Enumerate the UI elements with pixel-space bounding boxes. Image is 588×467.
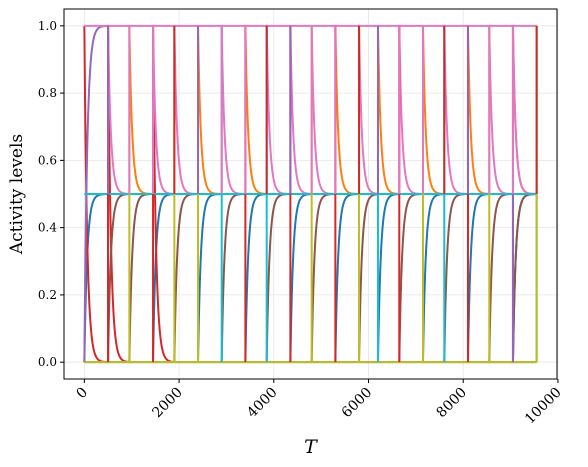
series-1-segment — [334, 25, 360, 195]
series-0-segment — [334, 193, 360, 363]
x-tick-label: 0 — [74, 385, 92, 403]
series-1-segment — [128, 25, 154, 195]
series-4-segment — [488, 193, 513, 363]
series-1-segment — [376, 25, 400, 195]
series-4-segment — [443, 193, 468, 363]
series-1-segment — [197, 25, 222, 195]
series-0-segment — [421, 193, 445, 363]
series-4-segment — [173, 193, 199, 363]
series-5-segment — [220, 25, 246, 195]
series-5-segment — [289, 25, 312, 195]
series-5-segment — [310, 25, 336, 195]
series-1-segment — [466, 25, 490, 195]
series-1-segment — [511, 25, 537, 195]
y-axis-title: Activity levels — [7, 134, 27, 255]
series-4-segment — [310, 193, 336, 363]
series-0-segment — [376, 193, 400, 363]
series-0-segment — [197, 193, 222, 363]
y-tick-label: 0.6 — [38, 153, 57, 167]
series-5-segment — [152, 25, 175, 195]
tick-layer: 0 2000 4000 6000 8000 10000 0.0 0.2 0.4 0.6 0.8 1.0 — [38, 19, 565, 428]
series-4-segment — [128, 193, 154, 363]
series-4-segment — [511, 193, 537, 363]
x-tick-label: 4000 — [244, 385, 281, 422]
x-axis-title: T — [304, 436, 318, 458]
y-tick-label: 0.0 — [38, 355, 57, 369]
series-4-segment — [265, 193, 291, 363]
series-4-segment — [398, 193, 424, 363]
plot-frame — [63, 8, 558, 380]
series-layer — [83, 24, 538, 364]
series-0-segment — [511, 193, 537, 363]
x-tick-label: 10000 — [522, 385, 565, 428]
x-tick-label: 6000 — [339, 385, 376, 422]
series-1-segment — [421, 25, 445, 195]
series-5-segment — [511, 25, 537, 195]
y-tick-label: 0.8 — [38, 86, 57, 100]
series-1-segment — [244, 25, 267, 195]
series-5-segment — [107, 25, 130, 195]
x-tick-label: 2000 — [149, 385, 186, 422]
series-0-segment — [244, 193, 267, 363]
series-0-segment — [289, 193, 312, 363]
series-0-segment — [466, 193, 490, 363]
series-5-segment — [265, 25, 291, 195]
y-tick-label: 0.2 — [38, 288, 57, 302]
y-tick-label: 0.4 — [38, 221, 57, 235]
series-5-segment — [173, 25, 199, 195]
series-5-segment — [398, 25, 424, 195]
series-5-segment — [443, 25, 468, 195]
y-tick-label: 1.0 — [38, 19, 57, 33]
series-5-segment — [488, 25, 513, 195]
x-tick-label: 8000 — [434, 385, 471, 422]
series-4-segment — [220, 193, 246, 363]
